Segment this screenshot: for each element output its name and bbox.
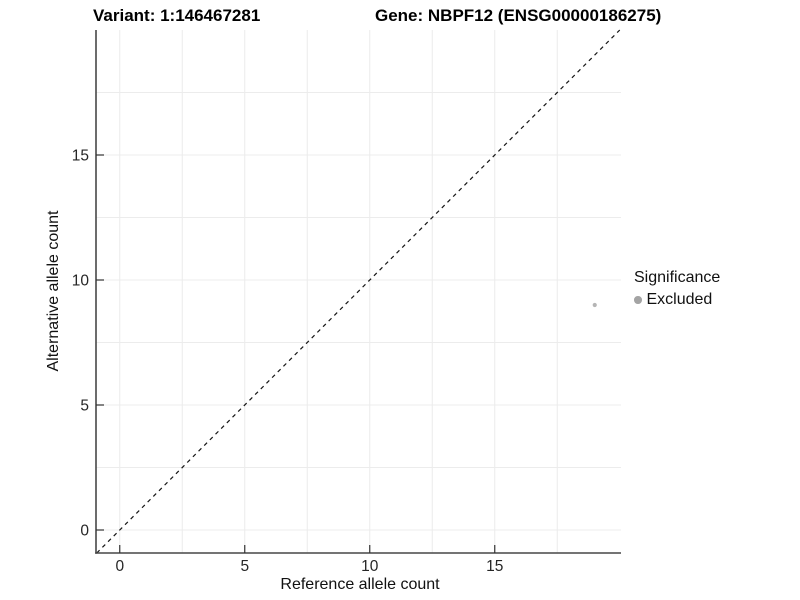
x-tick-label: 10 [361,558,379,575]
plot-title-gene: Gene: NBPF12 (ENSG00000186275) [375,6,662,25]
plot-title-variant: Variant: 1:146467281 [93,6,261,25]
x-tick-label: 5 [240,558,249,575]
data-point [592,302,597,308]
legend-point-icon [634,296,642,304]
identity-reference-line [96,29,621,554]
legend-item-label: Excluded [646,291,713,308]
y-tick-label: 5 [80,398,89,415]
legend-item-excluded: Excluded [634,291,720,309]
legend: Significance Excluded [634,269,720,309]
legend-title: Significance [634,269,721,286]
y-tick-label: 10 [72,273,90,290]
y-tick-label: 15 [72,148,89,165]
y-tick-label: 0 [80,523,89,540]
y-axis-title: Alternative allele count [45,210,62,372]
x-axis-title: Reference allele count [280,576,440,593]
x-tick-label: 0 [115,558,124,575]
x-tick-label: 15 [486,558,503,575]
